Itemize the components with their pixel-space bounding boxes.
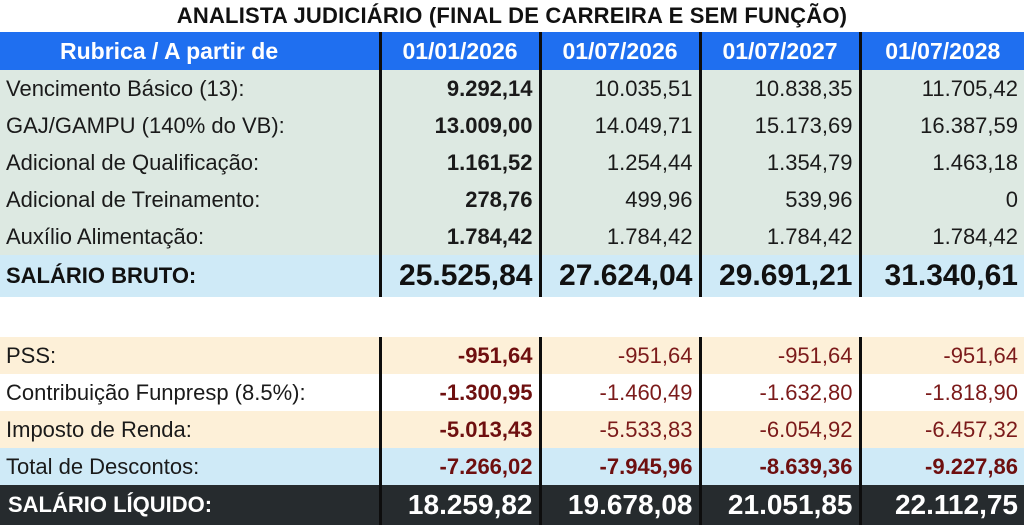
table-row: Vencimento Básico (13): 9.292,14 10.035,… — [0, 70, 1024, 107]
cell-value: 25.525,84 — [378, 255, 540, 297]
cell-value: 1.784,42 — [858, 218, 1024, 255]
row-label: SALÁRIO BRUTO: — [0, 255, 380, 297]
cell-value: 29.691,21 — [698, 255, 860, 297]
gross-salary-row: SALÁRIO BRUTO: 25.525,84 27.624,04 29.69… — [0, 255, 1024, 297]
cell-value: 21.051,85 — [698, 485, 860, 525]
table-title: ANALISTA JUDICIÁRIO (FINAL DE CARREIRA E… — [176, 3, 848, 28]
header-date-4: 01/07/2028 — [860, 32, 1024, 70]
cell-value: 15.173,69 — [698, 107, 860, 144]
table-row: Adicional de Qualificação: 1.161,52 1.25… — [0, 144, 1024, 181]
cell-value: -8.639,36 — [698, 448, 860, 485]
net-salary-row: SALÁRIO LÍQUIDO: 18.259,82 19.678,08 21.… — [0, 485, 1024, 525]
cell-value: -6.457,32 — [858, 411, 1024, 448]
cell-value: 1.784,42 — [698, 218, 860, 255]
cell-value: 19.678,08 — [538, 485, 700, 525]
header-date-2: 01/07/2026 — [540, 32, 702, 70]
header-row: Rubrica / A partir de 01/01/2026 01/07/2… — [0, 32, 1024, 70]
cell-value: -1.460,49 — [538, 374, 700, 411]
cell-value: 1.254,44 — [538, 144, 700, 181]
row-label: SALÁRIO LÍQUIDO: — [0, 485, 380, 525]
cell-value: 27.624,04 — [538, 255, 700, 297]
row-label: Imposto de Renda: — [0, 411, 380, 448]
cell-value: -5.533,83 — [538, 411, 700, 448]
cell-value: 0 — [858, 181, 1024, 218]
row-label: Adicional de Qualificação: — [0, 144, 380, 181]
cell-value: 31.340,61 — [858, 255, 1024, 297]
total-deductions-row: Total de Descontos: -7.266,02 -7.945,96 … — [0, 448, 1024, 485]
cell-value: 10.838,35 — [698, 70, 860, 107]
cell-value: 499,96 — [538, 181, 700, 218]
table-row: Contribuição Funpresp (8.5%): -1.300,95 … — [0, 374, 1024, 411]
row-label: Auxílio Alimentação: — [0, 218, 380, 255]
cell-value: -951,64 — [538, 337, 700, 374]
cell-value: -7.945,96 — [538, 448, 700, 485]
cell-value: -1.818,90 — [858, 374, 1024, 411]
cell-value: 11.705,42 — [858, 70, 1024, 107]
cell-value: 13.009,00 — [378, 107, 540, 144]
header-date-1: 01/01/2026 — [380, 32, 542, 70]
table-row: Imposto de Renda: -5.013,43 -5.533,83 -6… — [0, 411, 1024, 448]
table-row: Auxílio Alimentação: 1.784,42 1.784,42 1… — [0, 218, 1024, 255]
cell-value: -5.013,43 — [378, 411, 540, 448]
cell-value: 278,76 — [378, 181, 540, 218]
cell-value: 9.292,14 — [378, 70, 540, 107]
header-rubrica: Rubrica / A partir de — [0, 32, 382, 70]
cell-value: -7.266,02 — [378, 448, 540, 485]
row-label: Vencimento Básico (13): — [0, 70, 380, 107]
cell-value: 18.259,82 — [378, 485, 540, 525]
cell-value: 1.354,79 — [698, 144, 860, 181]
cell-value: -951,64 — [378, 337, 540, 374]
cell-value: 1.161,52 — [378, 144, 540, 181]
row-label: PSS: — [0, 337, 380, 374]
row-label: Adicional de Treinamento: — [0, 181, 380, 218]
cell-value: 1.463,18 — [858, 144, 1024, 181]
cell-value: 22.112,75 — [858, 485, 1024, 525]
row-label: Contribuição Funpresp (8.5%): — [0, 374, 380, 411]
cell-value: -1.632,80 — [698, 374, 860, 411]
row-label: Total de Descontos: — [0, 448, 380, 485]
cell-value: -951,64 — [858, 337, 1024, 374]
salary-table: Rubrica / A partir de 01/01/2026 01/07/2… — [0, 32, 1024, 525]
cell-value: 14.049,71 — [538, 107, 700, 144]
table-row: GAJ/GAMPU (140% do VB): 13.009,00 14.049… — [0, 107, 1024, 144]
spacer-row — [0, 297, 1024, 337]
table-row: PSS: -951,64 -951,64 -951,64 -951,64 — [0, 337, 1024, 374]
header-date-3: 01/07/2027 — [700, 32, 862, 70]
cell-value: 16.387,59 — [858, 107, 1024, 144]
cell-value: 10.035,51 — [538, 70, 700, 107]
cell-value: 1.784,42 — [378, 218, 540, 255]
cell-value: -6.054,92 — [698, 411, 860, 448]
cell-value: -9.227,86 — [858, 448, 1024, 485]
table-row: Adicional de Treinamento: 278,76 499,96 … — [0, 181, 1024, 218]
row-label: GAJ/GAMPU (140% do VB): — [0, 107, 380, 144]
cell-value: 1.784,42 — [538, 218, 700, 255]
cell-value: 539,96 — [698, 181, 860, 218]
cell-value: -1.300,95 — [378, 374, 540, 411]
cell-value: -951,64 — [698, 337, 860, 374]
